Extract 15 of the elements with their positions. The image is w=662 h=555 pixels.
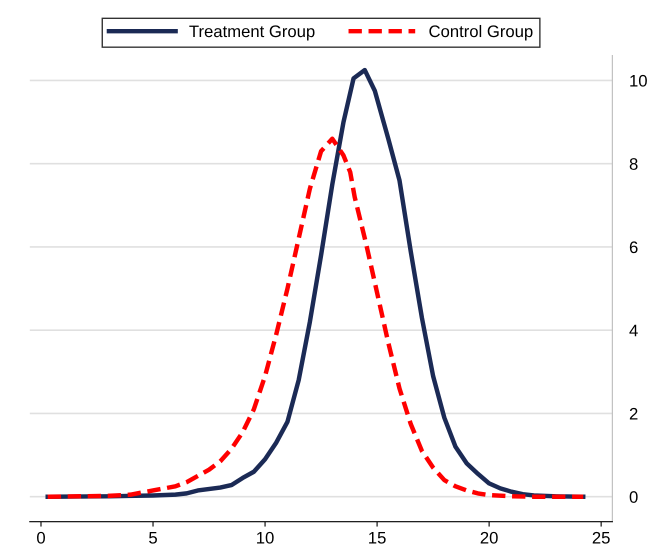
legend-label: Control Group [429, 24, 533, 40]
y-tick-label: 2 [630, 408, 638, 420]
line-series [45, 68, 586, 499]
x-tick-label: 10 [257, 532, 274, 544]
x-tick-label: 5 [149, 532, 157, 544]
y-tick-label: 8 [630, 158, 638, 170]
x-tick-label: 20 [480, 532, 498, 544]
y-tick-label: 10 [630, 74, 647, 87]
y-tick-label: 4 [629, 324, 638, 336]
x-tick-label: 15 [369, 532, 386, 544]
y-tick-label: 6 [630, 241, 638, 254]
x-tick-label: 25 [592, 532, 610, 544]
y-tick-label: 0 [630, 491, 638, 503]
legend-label: Treatment Group [189, 25, 315, 40]
x-tick-label: 0 [37, 532, 45, 544]
